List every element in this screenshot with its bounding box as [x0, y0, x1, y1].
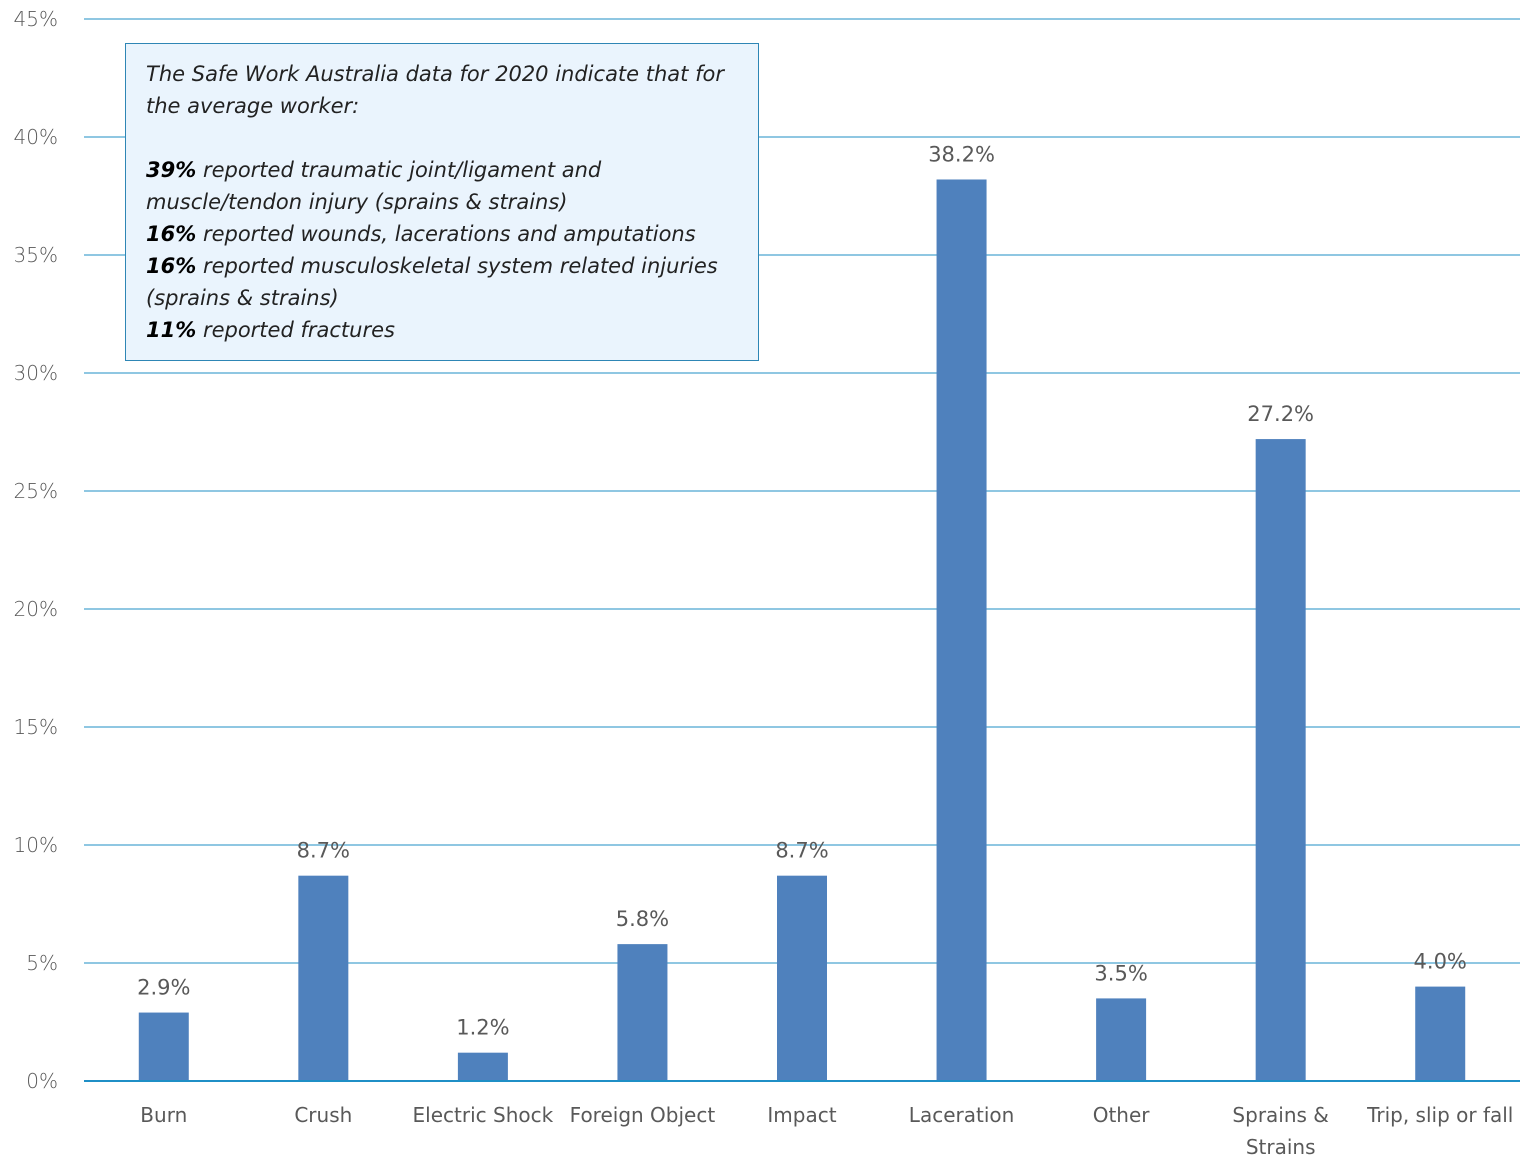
- callout-stat-text: reported fractures: [196, 318, 395, 342]
- bar: [1415, 986, 1466, 1081]
- data-label: 27.2%: [1247, 402, 1314, 426]
- callout-intro: The Safe Work Australia data for 2020 in…: [146, 62, 724, 118]
- y-tick-label: 30%: [14, 361, 58, 385]
- data-label: 38.2%: [928, 142, 995, 166]
- y-tick-label: 10%: [14, 833, 58, 857]
- x-category-label: Foreign Object: [570, 1103, 716, 1127]
- bar: [777, 875, 827, 1081]
- data-label: 3.5%: [1094, 961, 1147, 985]
- x-category-label: Crush: [294, 1103, 352, 1127]
- y-tick-label: 35%: [14, 243, 58, 267]
- x-category-label: Electric Shock: [413, 1103, 554, 1127]
- data-label: 8.7%: [297, 839, 350, 863]
- callout-box: The Safe Work Australia data for 2020 in…: [125, 43, 759, 361]
- bar: [1096, 998, 1147, 1081]
- bar: [936, 179, 987, 1082]
- y-tick-label: 0%: [26, 1069, 58, 1093]
- callout-stat: 16% reported musculoskeletal system rela…: [146, 250, 740, 314]
- data-label: 1.2%: [456, 1016, 509, 1040]
- y-tick-label: 25%: [14, 479, 58, 503]
- x-category-label: Trip, slip or fall: [1366, 1103, 1513, 1127]
- callout-stat-pct: 16%: [146, 222, 197, 246]
- bar: [457, 1052, 508, 1081]
- y-tick-label: 15%: [14, 715, 58, 739]
- callout-stat-text: reported musculoskeletal system related …: [146, 254, 718, 310]
- x-category-label: Other: [1093, 1103, 1151, 1127]
- data-label: 2.9%: [137, 976, 190, 1000]
- callout-stat-pct: 39%: [146, 158, 197, 182]
- callout-stat-text: reported traumatic joint/ligament and mu…: [146, 158, 602, 214]
- bar: [298, 875, 349, 1081]
- callout-stat: 11% reported fractures: [146, 314, 740, 346]
- bar: [138, 1012, 189, 1081]
- y-tick-label: 5%: [26, 951, 58, 975]
- callout-stat-pct: 11%: [146, 318, 197, 342]
- callout-stat: 39% reported traumatic joint/ligament an…: [146, 154, 740, 218]
- callout-stat: 16% reported wounds, lacerations and amp…: [146, 218, 740, 250]
- x-category-label: Burn: [140, 1103, 187, 1127]
- callout-stat-pct: 16%: [146, 254, 197, 278]
- data-label: 4.0%: [1414, 950, 1467, 974]
- callout-stat-text: reported wounds, lacerations and amputat…: [196, 222, 696, 246]
- x-category-label: Impact: [767, 1103, 836, 1127]
- bar: [617, 944, 668, 1081]
- x-category-label: Laceration: [909, 1103, 1015, 1127]
- y-tick-label: 20%: [14, 597, 58, 621]
- data-label: 8.7%: [775, 839, 828, 863]
- x-category-label: Strains: [1246, 1135, 1316, 1158]
- x-category-label: Sprains &: [1232, 1103, 1328, 1127]
- y-tick-label: 40%: [14, 125, 58, 149]
- bar: [1255, 439, 1306, 1082]
- data-label: 5.8%: [616, 907, 669, 931]
- y-tick-label: 45%: [14, 7, 58, 31]
